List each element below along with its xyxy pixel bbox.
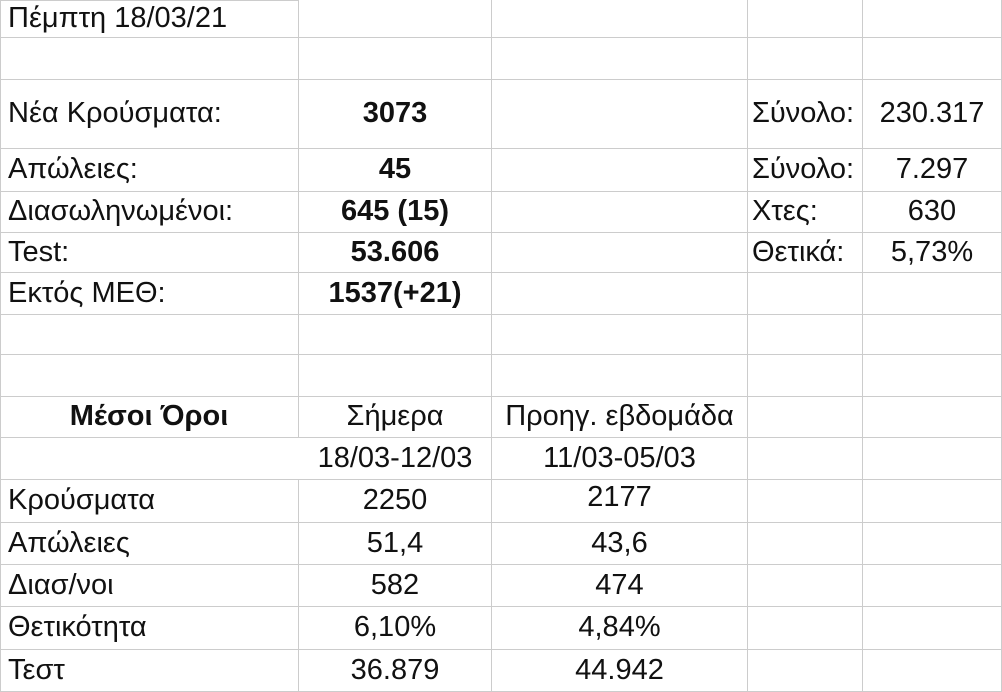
yesterday-value-cell[interactable]: 630 bbox=[863, 192, 1002, 233]
empty-cell[interactable] bbox=[0, 355, 299, 397]
deaths-label-cell[interactable]: Απώλειες: bbox=[0, 149, 299, 192]
avg-row-label-cell[interactable]: Κρούσματα bbox=[0, 480, 299, 523]
empty-cell[interactable] bbox=[748, 315, 863, 355]
empty-cell[interactable] bbox=[299, 315, 492, 355]
empty-cell[interactable] bbox=[299, 355, 492, 397]
empty-cell[interactable] bbox=[748, 650, 863, 692]
avg-row-label-cell[interactable]: Θετικότητα bbox=[0, 607, 299, 650]
empty-cell[interactable] bbox=[748, 355, 863, 397]
empty-cell[interactable] bbox=[863, 480, 1002, 523]
avg-prev-value-cell[interactable]: 474 bbox=[492, 565, 748, 607]
outside-icu-label-cell[interactable]: Εκτός ΜΕΘ: bbox=[0, 273, 299, 315]
avg-today-value-cell[interactable]: 36.879 bbox=[299, 650, 492, 692]
total-deaths-label-cell[interactable]: Σύνολο: bbox=[748, 149, 863, 192]
tests-value-cell[interactable]: 53.606 bbox=[299, 233, 492, 273]
total-cases-value-cell[interactable]: 230.317 bbox=[863, 80, 1002, 149]
avg-row-label-cell[interactable]: Τεστ bbox=[0, 650, 299, 692]
yesterday-label-cell[interactable]: Χτες: bbox=[748, 192, 863, 233]
tests-label-cell[interactable]: Test: bbox=[0, 233, 299, 273]
intubated-value-cell[interactable]: 645 (15) bbox=[299, 192, 492, 233]
empty-cell[interactable] bbox=[863, 438, 1002, 480]
empty-cell[interactable] bbox=[863, 607, 1002, 650]
positivity-value-cell[interactable]: 5,73% bbox=[863, 233, 1002, 273]
empty-cell[interactable] bbox=[863, 38, 1002, 80]
deaths-value-cell[interactable]: 45 bbox=[299, 149, 492, 192]
avg-prev-value-cell[interactable]: 4,84% bbox=[492, 607, 748, 650]
avg-row-label-cell[interactable]: Απώλειες bbox=[0, 523, 299, 565]
averages-title-cell[interactable]: Μέσοι Όροι bbox=[0, 397, 299, 438]
empty-cell[interactable] bbox=[0, 438, 299, 480]
empty-cell[interactable] bbox=[863, 355, 1002, 397]
empty-cell[interactable] bbox=[0, 315, 299, 355]
empty-cell[interactable] bbox=[863, 273, 1002, 315]
empty-cell[interactable] bbox=[863, 565, 1002, 607]
total-cases-label-cell[interactable]: Σύνολο: bbox=[748, 80, 863, 149]
empty-cell[interactable] bbox=[492, 80, 748, 149]
new-cases-value-cell[interactable]: 3073 bbox=[299, 80, 492, 149]
empty-cell[interactable] bbox=[748, 607, 863, 650]
outside-icu-value-cell[interactable]: 1537(+21) bbox=[299, 273, 492, 315]
empty-cell[interactable] bbox=[748, 273, 863, 315]
empty-cell[interactable] bbox=[863, 397, 1002, 438]
empty-cell[interactable] bbox=[299, 38, 492, 80]
new-cases-label-cell[interactable]: Νέα Κρούσματα: bbox=[0, 80, 299, 149]
empty-cell[interactable] bbox=[748, 565, 863, 607]
avg-prev-value-cell[interactable]: 2177 bbox=[492, 480, 748, 523]
empty-cell[interactable] bbox=[0, 38, 299, 80]
empty-cell[interactable] bbox=[863, 315, 1002, 355]
avg-today-value-cell[interactable]: 582 bbox=[299, 565, 492, 607]
empty-cell[interactable] bbox=[492, 149, 748, 192]
total-deaths-value-cell[interactable]: 7.297 bbox=[863, 149, 1002, 192]
empty-cell[interactable] bbox=[748, 38, 863, 80]
avg-today-value-cell[interactable]: 51,4 bbox=[299, 523, 492, 565]
empty-cell[interactable] bbox=[748, 438, 863, 480]
empty-cell[interactable] bbox=[492, 355, 748, 397]
empty-cell[interactable] bbox=[863, 523, 1002, 565]
empty-cell[interactable] bbox=[492, 315, 748, 355]
empty-cell[interactable] bbox=[492, 0, 748, 38]
empty-cell[interactable] bbox=[748, 523, 863, 565]
avg-prev-value-cell[interactable]: 43,6 bbox=[492, 523, 748, 565]
empty-cell[interactable] bbox=[863, 0, 1002, 38]
empty-cell[interactable] bbox=[748, 397, 863, 438]
range-prev-week-cell[interactable]: 11/03-05/03 bbox=[492, 438, 748, 480]
range-today-cell[interactable]: 18/03-12/03 bbox=[299, 438, 492, 480]
col-today-header-cell[interactable]: Σήμερα bbox=[299, 397, 492, 438]
empty-cell[interactable] bbox=[492, 273, 748, 315]
empty-cell[interactable] bbox=[863, 650, 1002, 692]
empty-cell[interactable] bbox=[748, 480, 863, 523]
avg-row-label-cell[interactable]: Διασ/νοι bbox=[0, 565, 299, 607]
avg-today-value-cell[interactable]: 2250 bbox=[299, 480, 492, 523]
date-cell[interactable]: Πέμπτη 18/03/21 bbox=[0, 0, 299, 38]
intubated-label-cell[interactable]: Διασωληνωμένοι: bbox=[0, 192, 299, 233]
empty-cell[interactable] bbox=[748, 0, 863, 38]
empty-cell[interactable] bbox=[492, 38, 748, 80]
empty-cell[interactable] bbox=[299, 0, 492, 38]
positivity-label-cell[interactable]: Θετικά: bbox=[748, 233, 863, 273]
empty-cell[interactable] bbox=[492, 233, 748, 273]
empty-cell[interactable] bbox=[492, 192, 748, 233]
avg-today-value-cell[interactable]: 6,10% bbox=[299, 607, 492, 650]
avg-prev-value-cell[interactable]: 44.942 bbox=[492, 650, 748, 692]
col-prev-week-header-cell[interactable]: Προηγ. εβδομάδα bbox=[492, 397, 748, 438]
